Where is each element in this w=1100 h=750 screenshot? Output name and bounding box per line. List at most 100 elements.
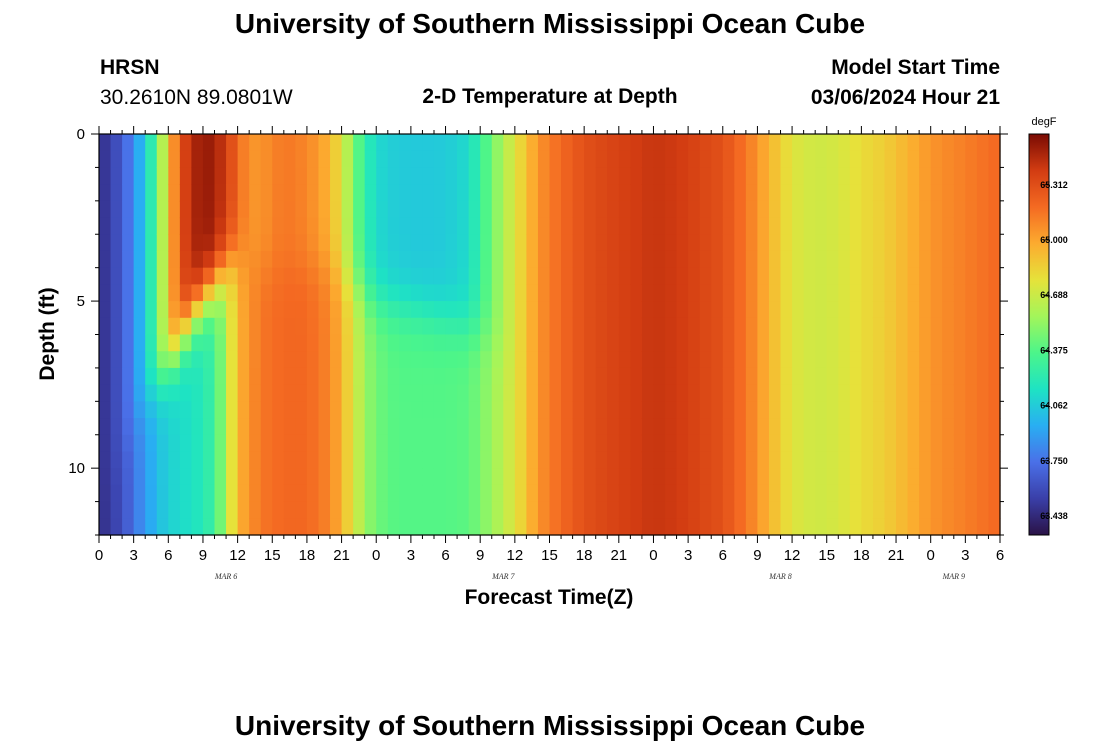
heatmap-cell bbox=[283, 351, 296, 369]
heatmap-cell bbox=[410, 351, 424, 369]
heatmap-cell bbox=[422, 234, 435, 252]
heatmap-cell bbox=[607, 134, 620, 152]
heatmap-cell bbox=[249, 317, 262, 336]
heatmap-cell bbox=[537, 134, 551, 152]
heatmap-cell bbox=[433, 267, 447, 285]
heatmap-cell bbox=[272, 401, 285, 419]
heatmap-cell bbox=[156, 250, 169, 269]
heatmap-cell bbox=[491, 217, 504, 235]
heatmap-cell bbox=[976, 351, 990, 369]
heatmap-cell bbox=[630, 184, 643, 202]
heatmap-cell bbox=[503, 384, 516, 402]
heatmap-cell bbox=[214, 200, 227, 219]
heatmap-cell bbox=[872, 418, 886, 436]
heatmap-cell bbox=[838, 301, 851, 319]
heatmap-cell bbox=[826, 217, 839, 235]
heatmap-cell bbox=[792, 234, 805, 252]
heatmap-cell bbox=[803, 150, 816, 169]
heatmap-cell bbox=[133, 484, 146, 503]
heatmap-cell bbox=[699, 501, 712, 519]
heatmap-cell bbox=[745, 284, 759, 302]
heatmap-cell bbox=[353, 484, 366, 503]
heatmap-cell bbox=[249, 267, 262, 285]
heatmap-cell bbox=[757, 451, 770, 469]
heatmap-cell bbox=[226, 250, 239, 269]
heatmap-cell bbox=[295, 184, 308, 202]
heatmap-cell bbox=[468, 134, 481, 152]
heatmap-cell bbox=[618, 234, 631, 252]
heatmap-cell bbox=[780, 284, 793, 302]
heatmap-cell bbox=[907, 317, 920, 336]
heatmap-cell bbox=[99, 134, 112, 152]
heatmap-cell bbox=[884, 451, 897, 469]
heatmap-cell bbox=[757, 518, 770, 536]
heatmap-cell bbox=[491, 184, 504, 202]
heatmap-cell bbox=[503, 451, 516, 469]
heatmap-cell bbox=[133, 250, 146, 269]
heatmap-cell bbox=[849, 250, 862, 269]
heatmap-cell bbox=[410, 334, 424, 352]
heatmap-cell bbox=[353, 468, 366, 486]
heatmap-cell bbox=[306, 518, 320, 536]
heatmap-cell bbox=[665, 418, 678, 436]
heatmap-cell bbox=[757, 184, 770, 202]
heatmap-cell bbox=[976, 367, 990, 386]
heatmap-cell bbox=[826, 267, 839, 285]
heatmap-cell bbox=[191, 217, 204, 235]
heatmap-cell bbox=[249, 367, 262, 386]
heatmap-cell bbox=[826, 150, 839, 169]
heatmap-cell bbox=[399, 284, 412, 302]
heatmap-cell bbox=[399, 401, 412, 419]
heatmap-cell bbox=[422, 501, 435, 519]
heatmap-cell bbox=[907, 200, 920, 219]
heatmap-cell bbox=[353, 434, 366, 453]
heatmap-cell bbox=[768, 284, 782, 302]
heatmap-cell bbox=[318, 384, 331, 402]
heatmap-cell bbox=[526, 267, 539, 285]
heatmap-cell bbox=[249, 134, 262, 152]
heatmap-cell bbox=[179, 184, 193, 202]
heatmap-cell bbox=[260, 451, 273, 469]
heatmap-cell bbox=[942, 367, 955, 386]
heatmap-cell bbox=[457, 401, 470, 419]
heatmap-cell bbox=[618, 434, 631, 453]
heatmap-cell bbox=[410, 434, 424, 453]
heatmap-cell bbox=[872, 367, 886, 386]
heatmap-cell bbox=[826, 484, 839, 503]
heatmap-cell bbox=[988, 217, 1001, 235]
heatmap-cell bbox=[503, 468, 516, 486]
heatmap-cell bbox=[133, 518, 146, 536]
heatmap-cell bbox=[433, 334, 447, 352]
heatmap-cell bbox=[722, 351, 735, 369]
heatmap-cell bbox=[353, 451, 366, 469]
heatmap-cell bbox=[953, 200, 966, 219]
heatmap-cell bbox=[549, 351, 562, 369]
colorbar-tick-label: 65.000 bbox=[1040, 235, 1068, 245]
heatmap-cell bbox=[260, 150, 273, 169]
heatmap-cell bbox=[353, 317, 366, 336]
heatmap-cell bbox=[595, 200, 608, 219]
heatmap-cell bbox=[295, 284, 308, 302]
heatmap-cell bbox=[803, 468, 816, 486]
heatmap-cell bbox=[295, 484, 308, 503]
heatmap-cell bbox=[965, 484, 978, 503]
heatmap-cell bbox=[780, 317, 793, 336]
heatmap-cell bbox=[283, 284, 296, 302]
heatmap-cell bbox=[688, 418, 701, 436]
heatmap-cell bbox=[861, 484, 874, 503]
heatmap-cell bbox=[665, 451, 678, 469]
heatmap-cell bbox=[584, 134, 597, 152]
heatmap-cell bbox=[457, 468, 470, 486]
heatmap-cell bbox=[422, 468, 435, 486]
heatmap-cell bbox=[295, 451, 308, 469]
heatmap-cell bbox=[353, 518, 366, 536]
heatmap-cell bbox=[907, 301, 920, 319]
x-tick-label: 3 bbox=[684, 547, 692, 564]
heatmap-cell bbox=[942, 351, 955, 369]
heatmap-cell bbox=[376, 250, 389, 269]
heatmap-cell bbox=[422, 317, 435, 336]
heatmap-cell bbox=[549, 217, 562, 235]
heatmap-cell bbox=[745, 401, 759, 419]
heatmap-cell bbox=[110, 167, 123, 185]
heatmap-cell bbox=[457, 184, 470, 202]
